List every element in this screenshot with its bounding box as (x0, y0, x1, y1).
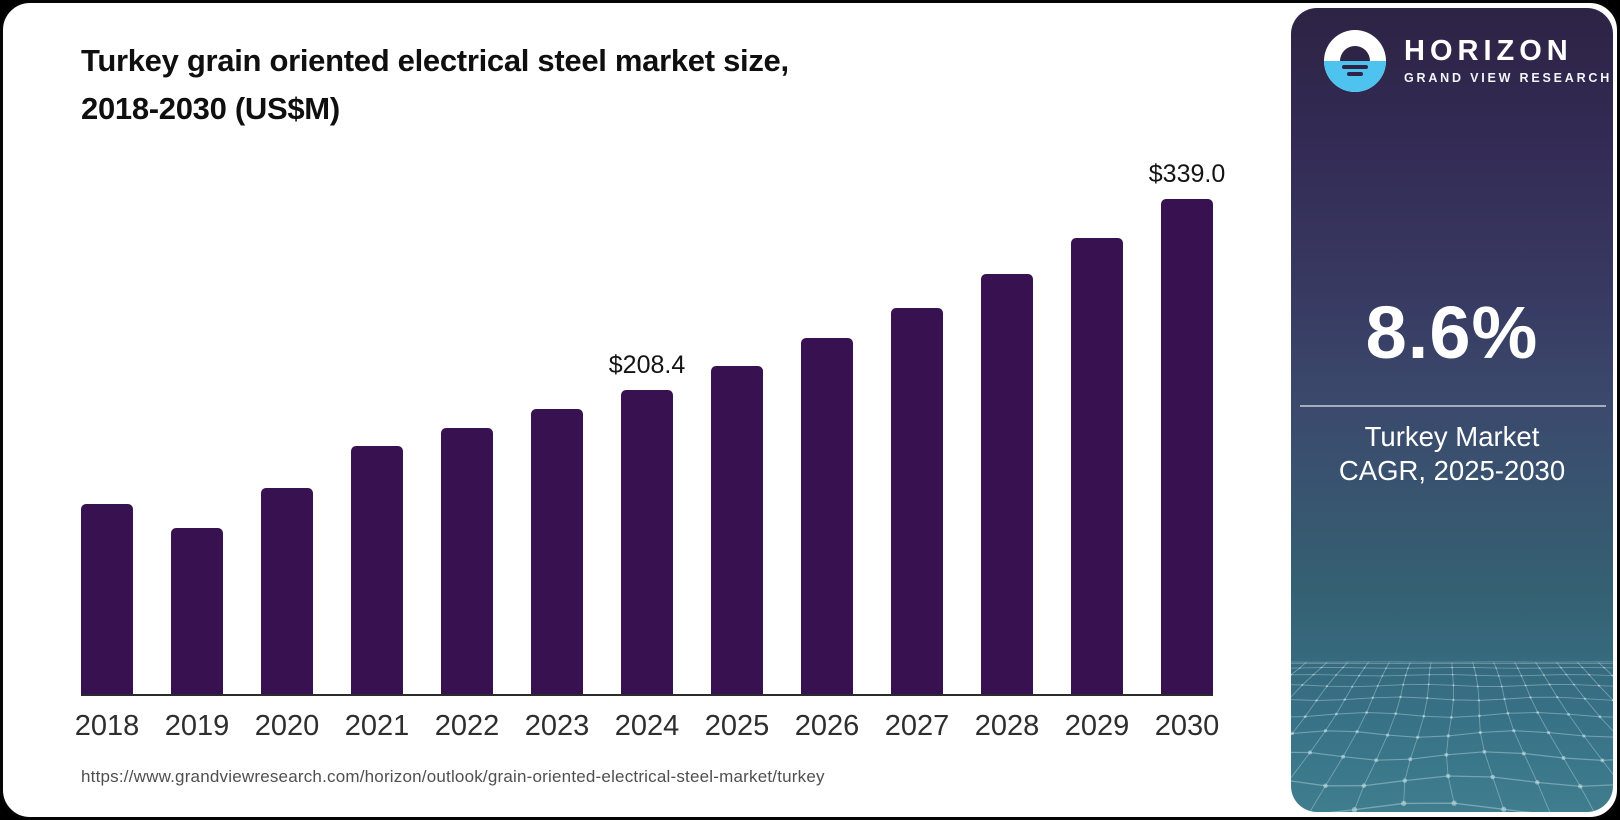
plot-area: $208.4 $339.0 (81, 160, 1225, 696)
chart-section: Turkey grain oriented electrical steel m… (3, 3, 1293, 817)
bar-column-2024: $208.4 (609, 192, 685, 694)
x-axis-label-2019: 2019 (165, 710, 230, 743)
cagr-label: Turkey Market CAGR, 2025-2030 (1291, 420, 1613, 488)
source-url: https://www.grandviewresearch.com/horizo… (81, 767, 825, 786)
chart-title-line2: 2018-2030 (US$M) (81, 91, 340, 126)
bar-column-2027 (891, 192, 943, 694)
brand-name: HORIZON (1404, 35, 1573, 68)
x-axis-label-text: 2027 (884, 710, 950, 742)
x-axis-label-2020: 2020 (255, 710, 320, 743)
bar-2024 (621, 390, 673, 694)
bar-column-2026 (801, 192, 853, 694)
x-axis-label-text: 2021 (344, 710, 410, 742)
logo-sun-shape (1340, 46, 1370, 61)
x-axis-label-2018: 2018 (75, 710, 140, 743)
cagr-label-line2: CAGR, 2025-2030 (1338, 455, 1566, 486)
x-axis-label-text: 2028 (974, 710, 1040, 742)
chart-title: Turkey grain oriented electrical steel m… (81, 37, 789, 133)
logo-wave-shape (1342, 65, 1368, 69)
logo-wave-shape (1347, 71, 1363, 76)
bar-column-2025 (711, 192, 763, 694)
bar-chart: $208.4 $339.0 2018 2019 2020 2021 2022 2023 202… (75, 160, 1225, 743)
x-axis-label-text: 2025 (704, 710, 770, 742)
bar-2030 (1161, 199, 1213, 694)
x-axis-label-text: 2019 (164, 710, 230, 742)
bar-2029 (1071, 238, 1123, 694)
brand-text-block: HORIZON GRAND VIEW RESEARCH (1404, 37, 1612, 85)
x-axis-label-2022: 2022 (435, 710, 500, 743)
bar-column-2018 (81, 192, 133, 694)
bar-column-2020 (261, 192, 313, 694)
bar-2018 (81, 504, 133, 694)
horizon-logo: HORIZON GRAND VIEW RESEARCH (1324, 30, 1612, 92)
x-axis-label-text: 2022 (434, 710, 500, 742)
x-axis-label-text: 2018 (74, 710, 140, 742)
wireframe-mesh-graphic (1291, 661, 1613, 812)
x-axis-label-text: 2026 (794, 710, 860, 742)
x-axis-label-2030: 2030 (1155, 710, 1220, 743)
bar-column-2023 (531, 192, 583, 694)
horizon-sunset-icon (1324, 30, 1386, 92)
sidebar-panel: HORIZON GRAND VIEW RESEARCH 8.6% Turkey … (1291, 8, 1613, 812)
x-axis-label-2027: 2027 (885, 710, 950, 743)
x-axis-label-text: 2020 (254, 710, 320, 742)
bar-column-2022 (441, 192, 493, 694)
x-axis-label-text: 2024 (614, 710, 680, 742)
bar-2026 (801, 338, 853, 694)
x-axis-label-2025: 2025 (705, 710, 770, 743)
x-axis-label-text: 2030 (1154, 710, 1220, 742)
bar-2028 (981, 274, 1033, 694)
bar-2027 (891, 308, 943, 694)
x-axis-label-2021: 2021 (345, 710, 410, 743)
x-axis-label-2023: 2023 (525, 710, 590, 743)
bar-2020 (261, 488, 313, 694)
x-axis-label-2029: 2029 (1065, 710, 1130, 743)
divider-line (1300, 405, 1606, 407)
bar-2023 (531, 409, 583, 694)
x-axis-label-2026: 2026 (795, 710, 860, 743)
bar-2022 (441, 428, 493, 694)
bar-2019 (171, 528, 223, 694)
x-axis-label-text: 2023 (524, 710, 590, 742)
bar-2021 (351, 446, 403, 694)
bar-value-label-2030: $339.0 (1148, 160, 1226, 188)
bar-column-2019 (171, 192, 223, 694)
x-axis-label-text: 2029 (1064, 710, 1130, 742)
cagr-value: 8.6% (1365, 291, 1539, 374)
bar-value-label-2024: $208.4 (608, 351, 686, 379)
bar-column-2021 (351, 192, 403, 694)
bar-2025 (711, 366, 763, 694)
cagr-label-line1: Turkey Market (1364, 421, 1540, 452)
x-axis-label-2024: 2024 (615, 710, 680, 743)
brand-subtitle: GRAND VIEW RESEARCH (1404, 71, 1613, 86)
bar-column-2029 (1071, 192, 1123, 694)
x-axis: 2018 2019 2020 2021 2022 2023 2024 2025 2026 2027… (75, 710, 1220, 743)
x-axis-label-2028: 2028 (975, 710, 1040, 743)
bar-column-2030: $339.0 (1149, 160, 1225, 694)
chart-title-line1: Turkey grain oriented electrical steel m… (81, 43, 789, 78)
bar-column-2028 (981, 192, 1033, 694)
